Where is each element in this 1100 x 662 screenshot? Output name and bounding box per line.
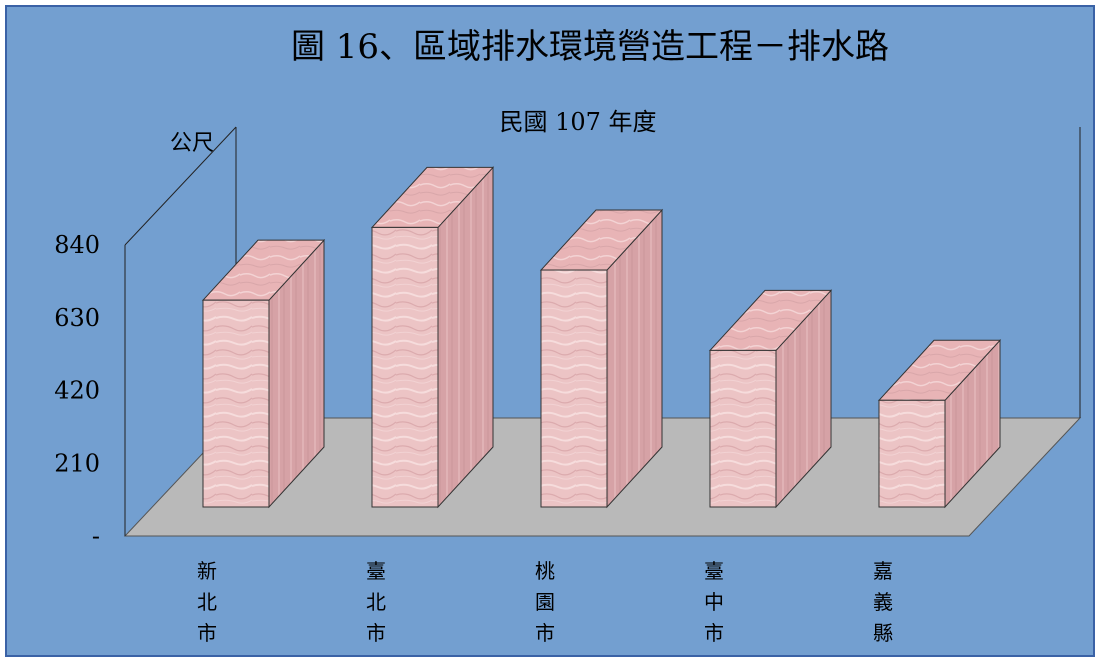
y-tick-label: 630 xyxy=(54,304,100,332)
bar-front-face xyxy=(878,399,946,508)
left-wall-top-edge xyxy=(124,126,237,246)
chart-subtitle: 民國 107 年度 xyxy=(499,108,656,136)
y-axis-label: 公尺 xyxy=(170,131,214,156)
x-category-label: 臺中市 xyxy=(704,559,724,645)
bar-front-face xyxy=(540,269,608,508)
x-category-label: 新北市 xyxy=(197,559,217,645)
y-tick-label: 210 xyxy=(54,449,100,477)
bar xyxy=(539,208,664,509)
bar xyxy=(708,289,833,509)
bar-front-face xyxy=(709,349,777,508)
y-tick-label: 840 xyxy=(54,231,100,259)
bar xyxy=(201,238,326,509)
bar-front-face xyxy=(202,299,270,508)
y-tick-label: 420 xyxy=(54,377,100,405)
bar-front-face xyxy=(371,226,439,508)
x-category-label: 臺北市 xyxy=(366,559,386,645)
x-category-label: 桃園市 xyxy=(535,559,555,645)
y-tick-label: - xyxy=(92,522,100,550)
x-category-label: 嘉義縣 xyxy=(873,559,893,645)
chart-title: 圖 16、區域排水環境營造工程－排水路 xyxy=(291,27,889,67)
bar xyxy=(370,166,495,509)
bar xyxy=(877,339,1002,509)
